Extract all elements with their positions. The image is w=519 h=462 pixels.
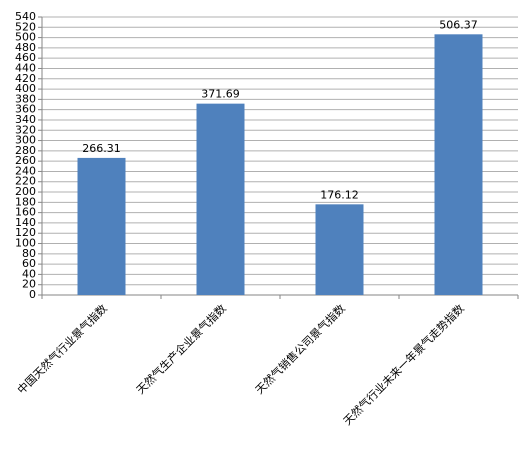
y-tick-label: 20 [22,278,36,291]
x-tick-label: 天然气生产企业景气指数 [133,301,228,396]
bar [77,157,126,295]
y-tick-label: 180 [15,195,36,208]
y-tick-label: 500 [15,31,36,44]
x-tick-label: 天然气行业未来一年景气走势指数 [340,301,467,428]
y-tick-label: 140 [15,216,36,229]
y-tick-label: 320 [15,123,36,136]
y-tick-label: 480 [15,41,36,54]
y-tick-label: 240 [15,164,36,177]
y-tick-label: 520 [15,20,36,33]
y-tick-label: 260 [15,154,36,167]
bar [434,34,483,295]
bar [196,103,245,295]
y-tick-label: 380 [15,92,36,105]
y-tick-label: 160 [15,206,36,219]
y-tick-label: 100 [15,237,36,250]
y-tick-label: 0 [29,288,36,301]
y-tick-label: 80 [22,247,36,260]
y-tick-label: 120 [15,226,36,239]
y-tick-label: 540 [15,10,36,23]
y-tick-label: 60 [22,257,36,270]
y-tick-label: 420 [15,72,36,85]
y-tick-label: 220 [15,175,36,188]
y-tick-label: 440 [15,61,36,74]
data-label: 506.37 [439,18,478,31]
y-tick-label: 40 [22,267,36,280]
data-label: 371.69 [201,88,240,101]
y-tick-label: 360 [15,103,36,116]
y-tick-label: 340 [15,113,36,126]
bar [315,204,364,295]
y-tick-label: 200 [15,185,36,198]
x-tick-label: 天然气销售公司景气指数 [252,301,347,396]
data-label: 266.31 [82,142,121,155]
data-label: 176.12 [320,188,359,201]
x-tick-label: 中国天然气行业景气指数 [14,301,109,396]
y-tick-label: 300 [15,134,36,147]
y-tick-label: 280 [15,144,36,157]
y-tick-label: 400 [15,82,36,95]
y-tick-label: 460 [15,51,36,64]
